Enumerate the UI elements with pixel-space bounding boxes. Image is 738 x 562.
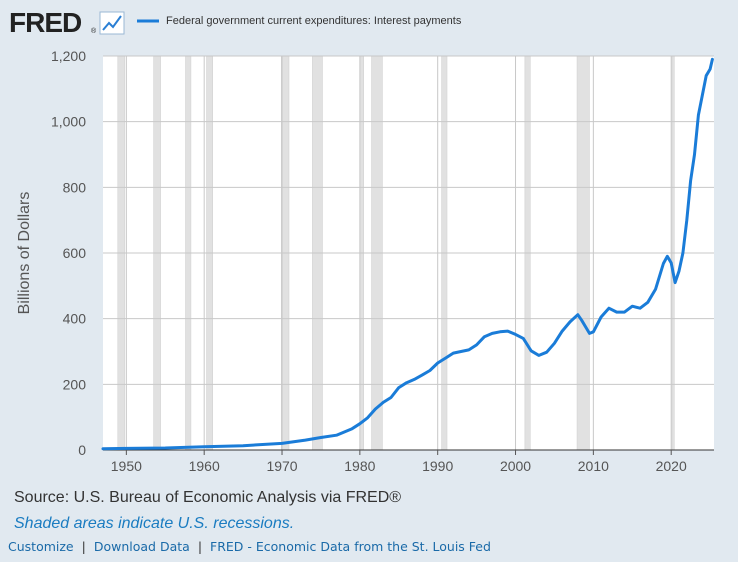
footer-links: Customize | Download Data | FRED - Economic …	[8, 539, 491, 554]
x-tick-label: 1950	[111, 458, 142, 474]
y-tick-label: 200	[63, 376, 87, 392]
customize-link[interactable]: Customize	[8, 539, 74, 554]
x-tick-label: 1980	[344, 458, 375, 474]
fred-chart: FRED ® Federal government current expend…	[9, 7, 714, 474]
download-data-link[interactable]: Download Data	[93, 539, 190, 554]
gridlines	[103, 55, 714, 451]
y-axis-ticks: 0 200 400 600 800 1,000 1,200	[51, 48, 86, 458]
x-axis-ticks: 1950 1960 1970 1980 1990 2000 2010 2020	[111, 450, 687, 474]
source-note: Source: U.S. Bureau of Economic Analysis…	[14, 489, 402, 506]
x-tick-label: 1970	[266, 458, 297, 474]
y-tick-label: 1,000	[51, 114, 86, 130]
x-tick-label: 2020	[656, 458, 687, 474]
legend-series-label: Federal government current expenditures:…	[166, 15, 462, 27]
y-tick-label: 800	[63, 179, 87, 195]
fred-logo-text[interactable]: FRED	[9, 7, 83, 38]
link-separator: |	[197, 539, 203, 554]
x-tick-label: 1960	[189, 458, 220, 474]
y-tick-label: 1,200	[51, 48, 86, 64]
x-tick-label: 2010	[578, 458, 609, 474]
y-tick-label: 400	[63, 311, 87, 327]
series-line-interest-payments	[101, 57, 714, 451]
y-tick-label: 0	[78, 442, 86, 458]
x-tick-label: 1990	[422, 458, 453, 474]
y-axis-label: Billions of Dollars	[16, 192, 33, 315]
fred-chart-icon[interactable]	[99, 11, 125, 35]
fred-home-link[interactable]: FRED - Economic Data from the St. Louis …	[210, 539, 491, 554]
link-separator: |	[81, 539, 86, 554]
x-tick-label: 2000	[500, 458, 531, 474]
fred-logo-registered: ®	[91, 27, 97, 35]
recession-note: Shaded areas indicate U.S. recessions.	[14, 515, 295, 532]
y-tick-label: 600	[63, 245, 87, 261]
